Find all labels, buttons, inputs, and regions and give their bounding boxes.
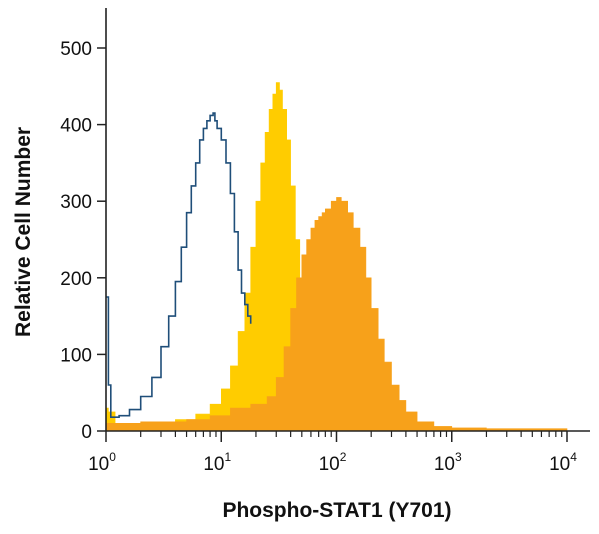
y-tick-label: 0 [81,422,92,443]
x-axis-title: Phospho-STAT1 (Y701) [222,499,451,522]
y-axis: 0 100 200 300 400 500 [60,8,107,443]
x-tick-label: 104 [549,450,577,475]
x-tick-label: 102 [319,450,347,475]
plot-area [105,82,568,432]
x-axis: 100 101 102 103 104 [88,430,590,475]
x-tick-label: 100 [88,450,116,475]
histogram-orange-series [105,197,568,432]
y-tick-label: 500 [60,39,92,60]
y-tick-label: 300 [60,192,92,213]
y-tick-label: 400 [60,116,92,137]
y-tick-label: 100 [60,345,92,366]
x-tick-label: 101 [203,450,231,475]
y-axis-title: Relative Cell Number [12,127,35,337]
y-tick-label: 200 [60,269,92,290]
histogram-outline-series [106,112,252,418]
x-tick-label: 103 [434,450,462,475]
